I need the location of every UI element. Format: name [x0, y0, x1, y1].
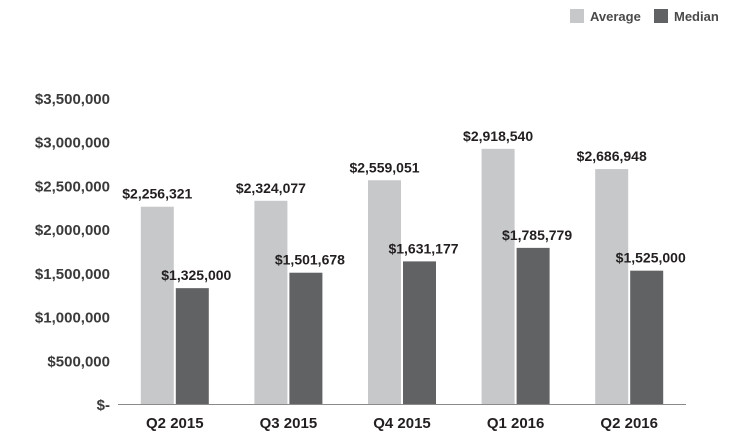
bar-median: [403, 261, 436, 404]
bar-median: [289, 272, 323, 404]
data-label-median: $1,325,000: [161, 267, 231, 283]
data-labels: $2,256,321 $1,325,000 $2,324,077 $1,501,678…: [122, 128, 686, 283]
data-label-median: $1,525,000: [616, 250, 686, 266]
bar-median: [175, 288, 209, 404]
legend-label-median: Median: [674, 9, 719, 24]
data-label-average: $2,324,077: [236, 180, 306, 196]
y-tick-label: $1,500,000: [35, 266, 110, 283]
y-tick-label: $3,000,000: [35, 135, 110, 152]
data-label-median: $1,501,678: [275, 252, 345, 268]
bar-average: [140, 206, 174, 404]
legend-swatch-average: [570, 9, 584, 23]
y-tick-label: $2,500,000: [35, 178, 110, 195]
x-tick-label: Q2 2015: [146, 415, 204, 432]
bar-average: [595, 169, 629, 404]
data-label-average: $2,686,948: [577, 148, 647, 164]
bar-average: [254, 200, 288, 404]
data-label-average: $2,918,540: [463, 128, 533, 144]
x-tick-label: Q1 2016: [487, 415, 545, 432]
data-label-average: $2,256,321: [122, 186, 192, 202]
y-tick-label: $3,500,000: [35, 91, 110, 108]
legend-label-average: Average: [590, 9, 641, 24]
x-tick-label: Q3 2015: [260, 415, 318, 432]
y-tick-label: $-: [97, 397, 110, 414]
y-tick-label: $1,000,000: [35, 310, 110, 327]
data-label-average: $2,559,051: [349, 159, 419, 175]
bar-median: [630, 270, 664, 404]
bar-median: [516, 247, 550, 404]
x-tick-label: Q4 2015: [373, 415, 431, 432]
x-tick-label: Q2 2016: [600, 415, 658, 432]
bar-average: [368, 180, 401, 404]
bar-average: [481, 148, 515, 404]
legend-swatch-median: [654, 9, 668, 23]
data-label-median: $1,785,779: [502, 227, 572, 243]
y-axis: $- $500,000 $1,000,000 $1,500,000 $2,000,000…: [35, 91, 110, 414]
y-tick-label: $2,000,000: [35, 222, 110, 239]
legend: Average Median: [570, 9, 719, 24]
data-label-median: $1,631,177: [388, 240, 458, 256]
x-axis: Q2 2015 Q3 2015 Q4 2015 Q1 2016 Q2 2016: [118, 404, 686, 432]
y-tick-label: $500,000: [47, 353, 110, 370]
bars: [140, 148, 664, 404]
